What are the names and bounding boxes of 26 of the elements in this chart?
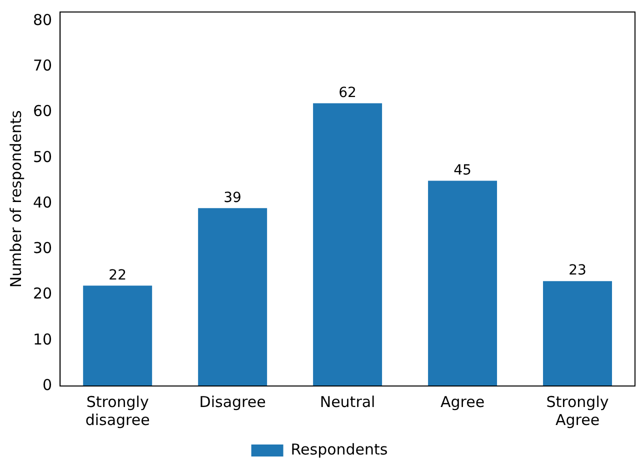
x-tick-label: Agree: [440, 392, 485, 411]
bar: [313, 103, 382, 386]
y-tick-label: 0: [42, 376, 52, 394]
data-label: 22: [108, 267, 126, 284]
y-tick-label: 70: [32, 56, 52, 75]
y-tick-label: 10: [32, 330, 52, 348]
legend-label: Respondents: [290, 440, 388, 458]
bar: [198, 208, 268, 386]
x-tick-label: Strongly Agree: [546, 392, 609, 429]
y-tick-label: 30: [32, 239, 52, 258]
y-tick-label: 40: [32, 193, 52, 212]
x-tick-label: Neutral: [320, 392, 376, 411]
bar: [543, 281, 612, 386]
y-axis-title: Number of respondents: [6, 110, 25, 288]
y-tick-label: 60: [32, 102, 52, 120]
bar: [83, 286, 152, 386]
y-tick-label: 50: [32, 148, 52, 166]
data-label: 39: [224, 190, 242, 206]
y-tick-label: 20: [32, 284, 52, 303]
bar: [428, 180, 498, 386]
x-tick-label: Disagree: [199, 392, 266, 411]
y-tick-label: 80: [32, 11, 52, 30]
data-label: 45: [454, 162, 472, 178]
data-label: 62: [338, 84, 356, 101]
x-tick-label: Strongly disagree: [85, 392, 150, 429]
data-label: 23: [568, 262, 586, 279]
